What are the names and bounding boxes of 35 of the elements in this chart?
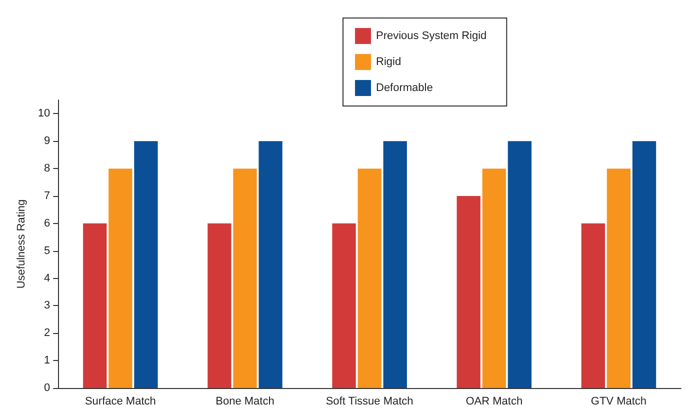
bar bbox=[108, 168, 132, 388]
y-tick-label: 8 bbox=[44, 162, 50, 175]
y-tick-label: 9 bbox=[44, 135, 50, 148]
legend-label: Previous System Rigid bbox=[376, 30, 487, 42]
bar bbox=[258, 141, 282, 388]
bar bbox=[233, 168, 257, 388]
y-tick-label: 10 bbox=[38, 108, 50, 120]
bar bbox=[208, 223, 232, 388]
bar bbox=[508, 141, 532, 388]
legend-label: Rigid bbox=[376, 56, 402, 68]
legend-label: Deformable bbox=[376, 82, 433, 94]
y-tick-label: 5 bbox=[44, 244, 50, 257]
x-tick-label: Soft Tissue Match bbox=[326, 396, 414, 408]
y-tick-label: 3 bbox=[44, 300, 50, 312]
x-tick-label: Bone Match bbox=[216, 396, 274, 408]
bar bbox=[606, 168, 631, 388]
bar bbox=[134, 141, 158, 388]
bar bbox=[581, 223, 605, 388]
bar bbox=[456, 196, 480, 388]
bar bbox=[358, 168, 382, 388]
y-tick-label: 1 bbox=[44, 354, 50, 367]
bar bbox=[482, 168, 506, 388]
bar bbox=[83, 223, 107, 388]
y-tick-label: 0 bbox=[44, 382, 50, 394]
x-tick-label: OAR Match bbox=[466, 396, 523, 408]
x-tick-label: GTV Match bbox=[590, 396, 647, 408]
bar bbox=[632, 141, 656, 388]
bar bbox=[332, 223, 356, 388]
y-tick-label: 6 bbox=[44, 217, 50, 230]
y-tick-label: 4 bbox=[44, 272, 50, 284]
y-tick-label: 7 bbox=[44, 190, 50, 202]
bar bbox=[383, 141, 407, 388]
y-axis-title: Usefulness Rating bbox=[16, 199, 28, 289]
x-tick-label: Surface Match bbox=[84, 396, 156, 408]
y-tick-label: 2 bbox=[44, 327, 50, 340]
